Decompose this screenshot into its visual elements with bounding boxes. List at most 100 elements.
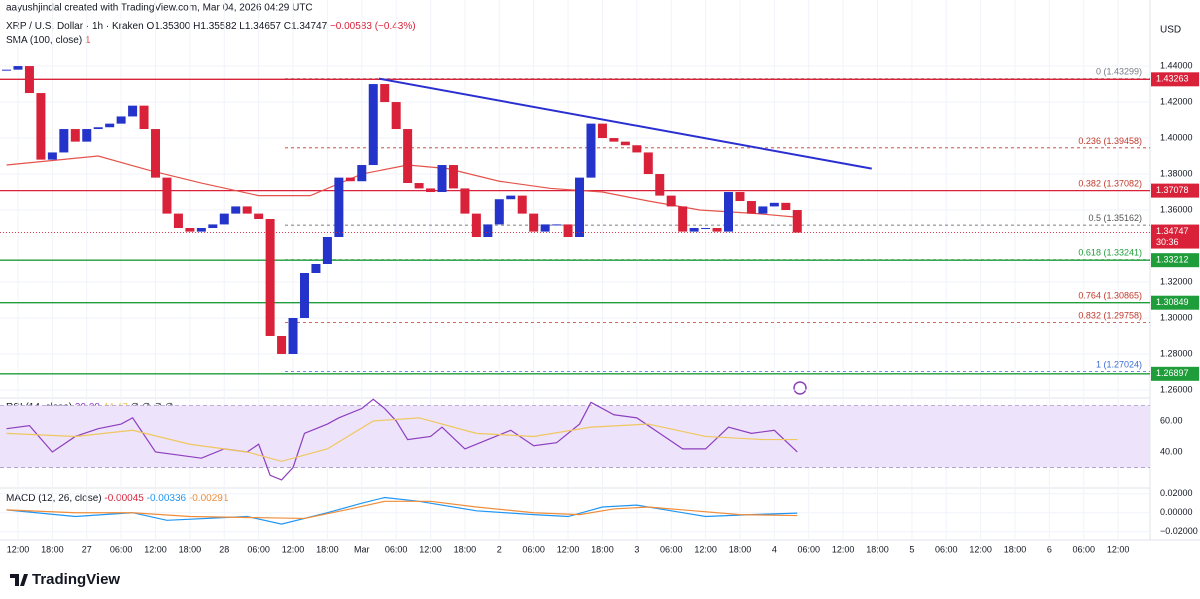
sma-width: 1 (85, 35, 91, 46)
candle (139, 105, 149, 130)
fib-ratio: 0 (1096, 67, 1101, 77)
candle (735, 192, 745, 202)
y-tick-label: 1.44000 (1160, 60, 1193, 70)
x-tick-label: 27 (82, 544, 92, 554)
indicator-line (6, 500, 798, 520)
y-tick-label: 1.36000 (1160, 204, 1193, 214)
candle (448, 165, 458, 189)
candle (242, 206, 252, 214)
price-badge-label: 1.30849 (1156, 297, 1189, 307)
y-tick-label: −0.02000 (1160, 526, 1198, 536)
candle (254, 213, 264, 220)
candle (116, 116, 126, 124)
candle (36, 93, 46, 160)
marker-icon (793, 381, 807, 395)
fib-label: 0 (1.43299) (1096, 67, 1142, 77)
x-tick-label: 18:00 (729, 544, 752, 554)
candle (185, 228, 195, 232)
x-tick-label: 18:00 (179, 544, 202, 554)
symbol-title: XRP / U.S. Dollar · 1h · Kraken O1.35300… (6, 21, 416, 32)
candle (746, 201, 756, 214)
indicator-line (6, 417, 798, 462)
symbol: XRP / U.S. Dollar · 1h · Kraken (6, 21, 144, 32)
x-tick-label: 6 (1047, 544, 1052, 554)
price-badge (1151, 366, 1199, 381)
candle (575, 177, 585, 238)
y-tick-label: 1.28000 (1160, 348, 1193, 358)
fib-value: (1.27024) (1103, 360, 1142, 370)
candle (173, 213, 183, 229)
last-price-label: 1.34747 (1156, 226, 1189, 236)
candle (701, 228, 711, 230)
y-tick-label: 1.40000 (1160, 132, 1193, 142)
candle (437, 165, 447, 193)
candle (769, 202, 779, 207)
candle (13, 66, 23, 70)
candle (82, 129, 92, 142)
y-tick-label: 0.02000 (1160, 488, 1193, 498)
fib-ratio: 1 (1096, 360, 1101, 370)
x-tick-label: 18:00 (316, 544, 339, 554)
candle (529, 213, 539, 232)
price-badge-label: 1.26897 (1156, 368, 1189, 378)
candle (471, 213, 481, 238)
candle (689, 228, 699, 232)
price-badge (1151, 72, 1199, 87)
candle (552, 224, 562, 226)
macd-signal: -0.00291 (189, 493, 229, 504)
candle (24, 66, 34, 94)
candle (792, 210, 802, 233)
trendline (378, 77, 872, 170)
candle (334, 177, 344, 238)
candle (586, 123, 596, 178)
x-tick-label: Mar (354, 544, 370, 554)
x-tick-label: 2 (497, 544, 502, 554)
fib-value: (1.37082) (1103, 179, 1142, 189)
candle (151, 129, 161, 178)
candle (597, 123, 607, 139)
candle (609, 138, 619, 142)
candle (368, 84, 378, 166)
candle (494, 199, 504, 225)
x-tick-label: 12:00 (282, 544, 305, 554)
candle (208, 224, 218, 229)
x-tick-label: 4 (772, 544, 777, 554)
x-tick-label: 12:00 (7, 544, 30, 554)
candle (2, 69, 12, 71)
x-tick-label: 06:00 (660, 544, 683, 554)
x-tick-label: 06:00 (1072, 544, 1095, 554)
candle (483, 224, 493, 238)
sma-name: SMA (100, close) (6, 35, 82, 46)
fib-ratio: 0.5 (1088, 213, 1101, 223)
x-tick-label: 12:00 (832, 544, 855, 554)
candle (277, 335, 287, 354)
y-tick-label: 1.42000 (1160, 96, 1193, 106)
fib-label: 0.618 (1.33241) (1078, 248, 1142, 258)
unit: USD (1160, 25, 1181, 36)
candle (781, 202, 791, 211)
candle (758, 206, 768, 214)
fib-ratio: 0.236 (1078, 136, 1101, 146)
fib-value: (1.33241) (1103, 248, 1142, 258)
x-tick-label: 06:00 (247, 544, 270, 554)
y-tick-label: 1.38000 (1160, 168, 1193, 178)
candle (563, 224, 573, 238)
x-tick-label: 3 (634, 544, 639, 554)
x-tick-label: 12:00 (419, 544, 442, 554)
x-tick-label: 5 (909, 544, 914, 554)
fib-ratio: 0.618 (1078, 248, 1101, 258)
fib-label: 0.832 (1.29758) (1078, 311, 1142, 321)
y-tick-label: 1.32000 (1160, 276, 1193, 286)
candle (712, 228, 722, 232)
x-tick-label: 18:00 (454, 544, 477, 554)
countdown: 30:36 (1156, 237, 1179, 247)
fib-value: (1.29758) (1103, 311, 1142, 321)
candle (288, 317, 298, 354)
fib-value: (1.30865) (1103, 291, 1142, 301)
candle (162, 177, 172, 214)
sma-legend: SMA (100, close) 1 (6, 35, 91, 46)
candle (620, 141, 630, 146)
candle (540, 224, 550, 232)
x-tick-label: 06:00 (797, 544, 820, 554)
